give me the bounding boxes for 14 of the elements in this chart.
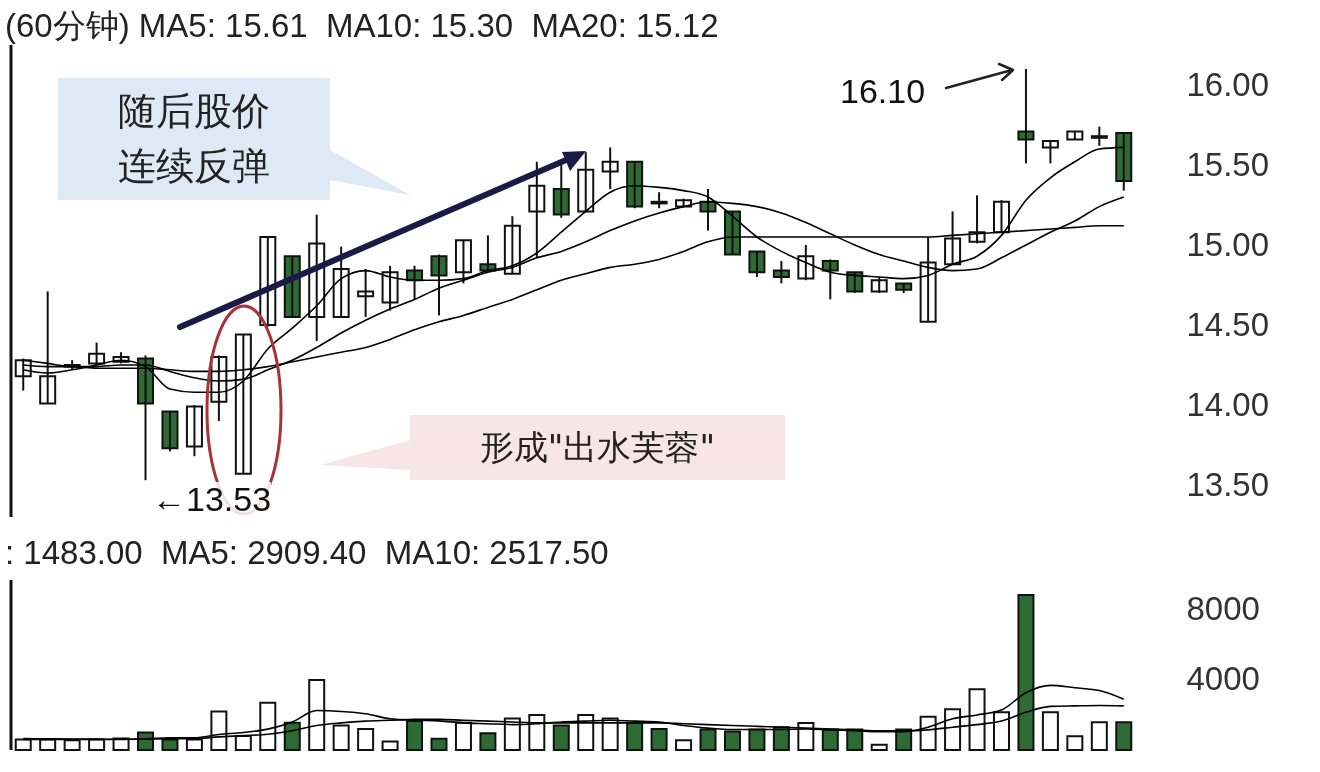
- y-tick-label: 13.50: [1186, 465, 1270, 503]
- annotation: ←13.53: [152, 480, 272, 518]
- y-tick-label: 16.00: [1186, 65, 1270, 103]
- y-tick-label: 15.50: [1186, 145, 1270, 183]
- annotation: 随后股价连续反弹: [117, 87, 271, 190]
- annotation: 16.10: [840, 72, 926, 110]
- chart-title: : 1483.00 MA5: 2909.40 MA10: 2517.50: [5, 534, 609, 572]
- y-tick-label: 4000: [1186, 660, 1260, 698]
- chart-title: (60分钟) MA5: 15.61 MA10: 15.30 MA20: 15.12: [5, 6, 719, 46]
- y-tick-label: 14.00: [1186, 385, 1270, 423]
- y-tick-label: 14.50: [1186, 305, 1270, 343]
- annotation: 形成"出水芙蓉": [479, 425, 716, 469]
- y-tick-label: 8000: [1186, 590, 1260, 628]
- y-tick-label: 15.00: [1186, 225, 1270, 263]
